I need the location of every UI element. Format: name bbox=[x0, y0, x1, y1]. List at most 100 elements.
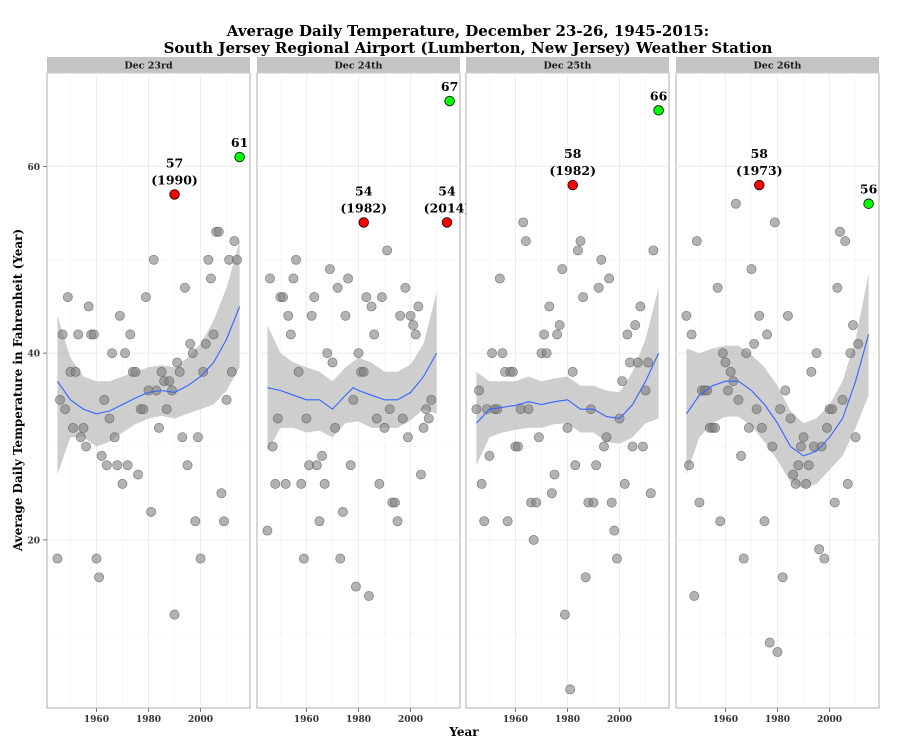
annotation-value: 56 bbox=[860, 182, 878, 197]
data-point bbox=[265, 273, 275, 284]
data-point bbox=[630, 320, 641, 331]
data-point bbox=[187, 348, 198, 359]
data-point bbox=[502, 516, 513, 527]
confidence-ribbon bbox=[476, 287, 659, 466]
data-point bbox=[208, 329, 219, 340]
data-point bbox=[751, 404, 762, 415]
data-point bbox=[133, 469, 144, 480]
data-point bbox=[384, 404, 395, 415]
data-point bbox=[632, 357, 643, 368]
x-tick-label: 2000 bbox=[817, 715, 842, 725]
data-point bbox=[402, 432, 413, 443]
data-point bbox=[270, 478, 281, 489]
data-point bbox=[421, 404, 432, 415]
data-point bbox=[200, 338, 211, 349]
data-point bbox=[557, 264, 568, 275]
record-high-point bbox=[567, 179, 578, 191]
data-point bbox=[288, 273, 299, 284]
annotation-year: (1982) bbox=[340, 200, 387, 215]
latest-high-point bbox=[444, 95, 455, 107]
data-point bbox=[712, 282, 723, 293]
confidence-ribbon bbox=[686, 273, 869, 489]
data-point bbox=[570, 460, 581, 471]
smooth-trend-line bbox=[56, 306, 241, 415]
data-point bbox=[125, 329, 136, 340]
data-point bbox=[775, 404, 786, 415]
data-point bbox=[337, 506, 348, 517]
data-point bbox=[206, 273, 216, 284]
x-tick-label: 2000 bbox=[398, 715, 423, 725]
data-point bbox=[591, 460, 602, 471]
data-point bbox=[720, 357, 731, 368]
data-point bbox=[848, 320, 858, 331]
annotation-year: (1990) bbox=[151, 172, 198, 187]
data-point bbox=[691, 236, 702, 247]
facet-strip-label: Dec 24th bbox=[335, 61, 383, 72]
data-point bbox=[520, 236, 531, 247]
data-point bbox=[327, 357, 338, 368]
data-point bbox=[361, 292, 372, 303]
data-point bbox=[213, 226, 224, 237]
data-point bbox=[552, 329, 563, 340]
data-point bbox=[73, 329, 84, 340]
data-point bbox=[78, 422, 89, 433]
data-point bbox=[190, 516, 201, 527]
confidence-ribbon bbox=[267, 292, 437, 452]
data-point bbox=[62, 292, 73, 303]
data-point bbox=[717, 348, 728, 359]
data-point bbox=[835, 226, 845, 237]
data-point bbox=[811, 348, 822, 359]
data-point bbox=[418, 422, 429, 433]
data-point bbox=[267, 441, 278, 452]
latest-high-point bbox=[863, 198, 874, 209]
annotation-value: 57 bbox=[166, 155, 183, 170]
data-point bbox=[112, 460, 123, 471]
data-point bbox=[330, 422, 341, 433]
data-point bbox=[837, 394, 848, 405]
smooth-trend-line bbox=[475, 352, 660, 424]
data-point bbox=[314, 516, 325, 527]
data-point bbox=[539, 329, 550, 340]
annotation-value: 67 bbox=[441, 79, 458, 94]
data-point bbox=[75, 432, 86, 443]
data-point bbox=[166, 385, 177, 396]
data-point bbox=[767, 441, 778, 452]
data-point bbox=[397, 413, 408, 424]
data-point bbox=[832, 282, 843, 293]
latest-high-point bbox=[234, 151, 245, 163]
data-point bbox=[52, 553, 63, 564]
data-point bbox=[549, 469, 560, 480]
data-point bbox=[379, 422, 390, 433]
data-point bbox=[426, 394, 437, 405]
data-point bbox=[803, 460, 814, 471]
x-tick-label: 1960 bbox=[84, 715, 109, 725]
data-point bbox=[156, 366, 167, 377]
data-point bbox=[497, 348, 508, 359]
data-point bbox=[533, 432, 544, 443]
data-point bbox=[492, 404, 503, 415]
data-point bbox=[371, 413, 382, 424]
data-point bbox=[423, 413, 434, 424]
data-point bbox=[474, 385, 484, 396]
data-point bbox=[311, 460, 322, 471]
data-point bbox=[122, 460, 133, 471]
annotation-year: (1973) bbox=[736, 163, 783, 178]
annotation-value: 58 bbox=[564, 146, 582, 161]
record-high-point bbox=[358, 217, 369, 228]
data-point bbox=[689, 590, 700, 601]
data-point bbox=[148, 254, 159, 265]
facet-panels: Dec 23rd 57 (1990) 61 1960 1980 2000 Dec 24th 54… bbox=[46, 57, 880, 725]
data-point bbox=[114, 310, 125, 321]
data-point bbox=[343, 273, 354, 284]
data-point bbox=[601, 432, 612, 443]
data-point bbox=[842, 478, 853, 489]
y-axis: 20 40 60 bbox=[27, 163, 47, 546]
data-point bbox=[104, 413, 115, 424]
data-point bbox=[174, 366, 185, 377]
x-tick-label: 2000 bbox=[607, 715, 632, 725]
data-point bbox=[559, 609, 570, 620]
data-point bbox=[694, 497, 705, 508]
data-point bbox=[177, 432, 188, 443]
data-point bbox=[565, 684, 576, 695]
data-point bbox=[101, 460, 112, 471]
